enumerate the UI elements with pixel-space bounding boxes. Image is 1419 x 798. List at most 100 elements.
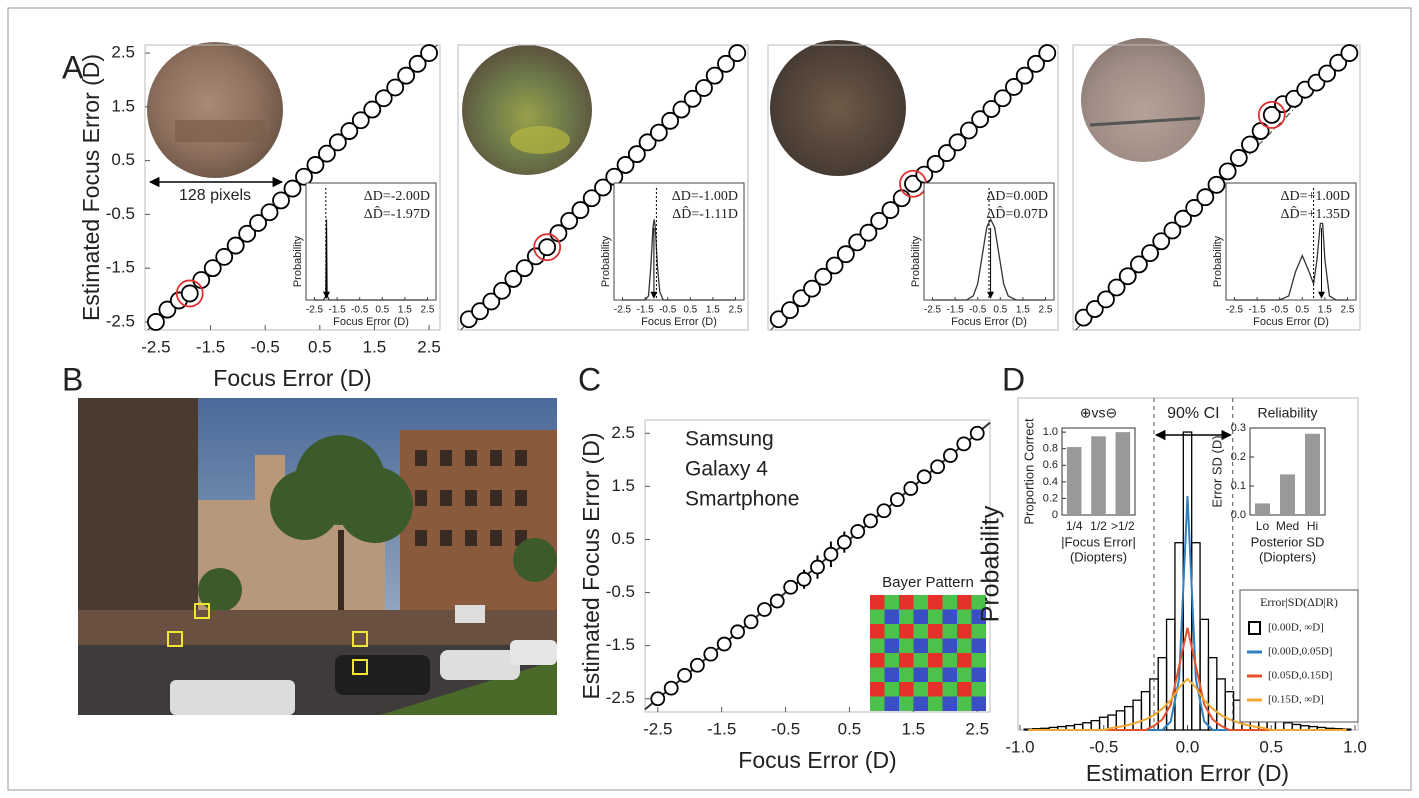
inset-tick-label: -0.5 bbox=[351, 305, 369, 316]
x-tick-label: 0.5 bbox=[838, 719, 862, 738]
bayer-cell bbox=[870, 697, 885, 712]
bayer-cell bbox=[885, 595, 900, 610]
data-point bbox=[1341, 45, 1357, 61]
legend-label: [0.05D,0.15D] bbox=[1268, 670, 1332, 682]
ci-label: 90% CI bbox=[1167, 405, 1219, 422]
data-point bbox=[718, 638, 731, 651]
bayer-cell bbox=[870, 639, 885, 654]
x-tick-label: 0.5 bbox=[308, 337, 332, 356]
histogram-bar bbox=[1167, 619, 1175, 730]
data-point bbox=[1220, 163, 1236, 179]
x-tick-label: 1.5 bbox=[363, 337, 387, 356]
data-point bbox=[148, 314, 164, 330]
figure: ABCD-2.5-1.5-0.50.51.52.5-2.5-1.5-0.50.5… bbox=[0, 0, 1419, 798]
inset-annotation: ΔD̂=-1.11D bbox=[672, 205, 738, 222]
inset-y-label: Probability bbox=[292, 235, 304, 287]
inset-y-label: Probability bbox=[1212, 235, 1224, 287]
data-point bbox=[864, 514, 877, 527]
inset-tick-label: -0.5 bbox=[659, 305, 677, 316]
street-photo bbox=[78, 398, 557, 715]
bayer-cell bbox=[957, 639, 972, 654]
y-axis-label: Estimated Focus Error (D) bbox=[78, 54, 104, 321]
bayer-cell bbox=[899, 668, 914, 683]
y-tick-label: -1.5 bbox=[606, 635, 635, 654]
data-point bbox=[1253, 123, 1269, 139]
data-point bbox=[877, 504, 890, 517]
data-point bbox=[1242, 136, 1258, 152]
image-patch-detail bbox=[510, 126, 570, 154]
x-axis-label: Focus Error (D) bbox=[738, 747, 896, 773]
inset-y-label: Proportion Correct bbox=[1021, 418, 1036, 525]
legend-title: Error|SD(ΔD|R) bbox=[1260, 595, 1338, 609]
legend-label: [0.15D, ∞D] bbox=[1268, 694, 1324, 706]
bayer-cell bbox=[943, 595, 958, 610]
bayer-cell bbox=[885, 639, 900, 654]
bayer-cell bbox=[885, 682, 900, 697]
bayer-cell bbox=[928, 697, 943, 712]
data-point bbox=[729, 45, 745, 61]
x-axis-label: Focus Error (D) bbox=[213, 365, 371, 391]
legend-label: [0.00D,0.05D] bbox=[1268, 646, 1332, 658]
inset-tick-label: 0.5 bbox=[993, 305, 1007, 316]
bayer-cell bbox=[943, 697, 958, 712]
bayer-cell bbox=[957, 697, 972, 712]
inset-annotation: ΔD̂=0.07D bbox=[986, 205, 1048, 222]
x-tick-label: 0.0 bbox=[1176, 737, 1200, 756]
inset-annotation: ΔD=-1.00D bbox=[672, 189, 738, 204]
data-point bbox=[539, 239, 555, 255]
y-tick-label: -0.5 bbox=[606, 582, 635, 601]
data-point bbox=[651, 692, 664, 705]
inset-bar bbox=[1305, 434, 1320, 515]
bayer-cell bbox=[914, 639, 929, 654]
data-point bbox=[811, 561, 824, 574]
bayer-cell bbox=[957, 624, 972, 639]
bayer-cell bbox=[899, 682, 914, 697]
bayer-cell bbox=[914, 668, 929, 683]
y-tick-label: 1.5 bbox=[611, 476, 635, 495]
device-label: Samsung bbox=[685, 428, 774, 451]
legend-label: [0.00D, ∞D] bbox=[1268, 622, 1324, 634]
inset-x-label: (Diopters) bbox=[1070, 549, 1127, 564]
inset-tick-label: -2.5 bbox=[924, 305, 942, 316]
data-point bbox=[851, 525, 864, 538]
data-point bbox=[691, 659, 704, 672]
panel-label: C bbox=[578, 361, 601, 397]
y-tick-label: 2.5 bbox=[111, 43, 135, 62]
inset-y-tick-label: 0.8 bbox=[1043, 443, 1058, 455]
y-tick-label: -2.5 bbox=[106, 311, 135, 330]
image-patch-detail bbox=[175, 120, 265, 142]
bayer-cell bbox=[957, 682, 972, 697]
data-point bbox=[758, 603, 771, 616]
bayer-cell bbox=[914, 610, 929, 625]
bayer-cell bbox=[899, 697, 914, 712]
bayer-cell bbox=[943, 624, 958, 639]
bayer-cell bbox=[928, 595, 943, 610]
data-point bbox=[745, 615, 758, 628]
bayer-cell bbox=[943, 639, 958, 654]
bayer-cell bbox=[914, 653, 929, 668]
inset-annotation: ΔD=0.00D bbox=[986, 189, 1048, 204]
x-tick-label: -2.5 bbox=[141, 337, 170, 356]
x-tick-label: 2.5 bbox=[965, 719, 989, 738]
bayer-cell bbox=[928, 639, 943, 654]
bayer-cell bbox=[943, 653, 958, 668]
x-tick-label: 1.5 bbox=[902, 719, 926, 738]
x-tick-label: 1.0 bbox=[1343, 737, 1367, 756]
inset-bar bbox=[1116, 432, 1131, 515]
data-point bbox=[421, 45, 437, 61]
data-point bbox=[838, 536, 851, 549]
inset-tick-label: -1.5 bbox=[328, 305, 346, 316]
x-tick-label: 0.5 bbox=[1259, 737, 1283, 756]
image-patch bbox=[147, 42, 283, 178]
inset-category-label: 1/2 bbox=[1090, 519, 1107, 533]
bayer-cell bbox=[972, 668, 987, 683]
inset-y-tick-label: 0.6 bbox=[1043, 459, 1058, 471]
bayer-cell bbox=[885, 653, 900, 668]
x-tick-label: -1.5 bbox=[196, 337, 225, 356]
inset-tick-label: -1.5 bbox=[1248, 305, 1266, 316]
inset-x-label: Focus Error (D) bbox=[951, 316, 1027, 328]
bayer-cell bbox=[885, 668, 900, 683]
inset-tick-label: 0.5 bbox=[375, 305, 389, 316]
inset-y-tick-label: 1.0 bbox=[1043, 426, 1058, 438]
inset-y-label: Probability bbox=[910, 235, 922, 287]
